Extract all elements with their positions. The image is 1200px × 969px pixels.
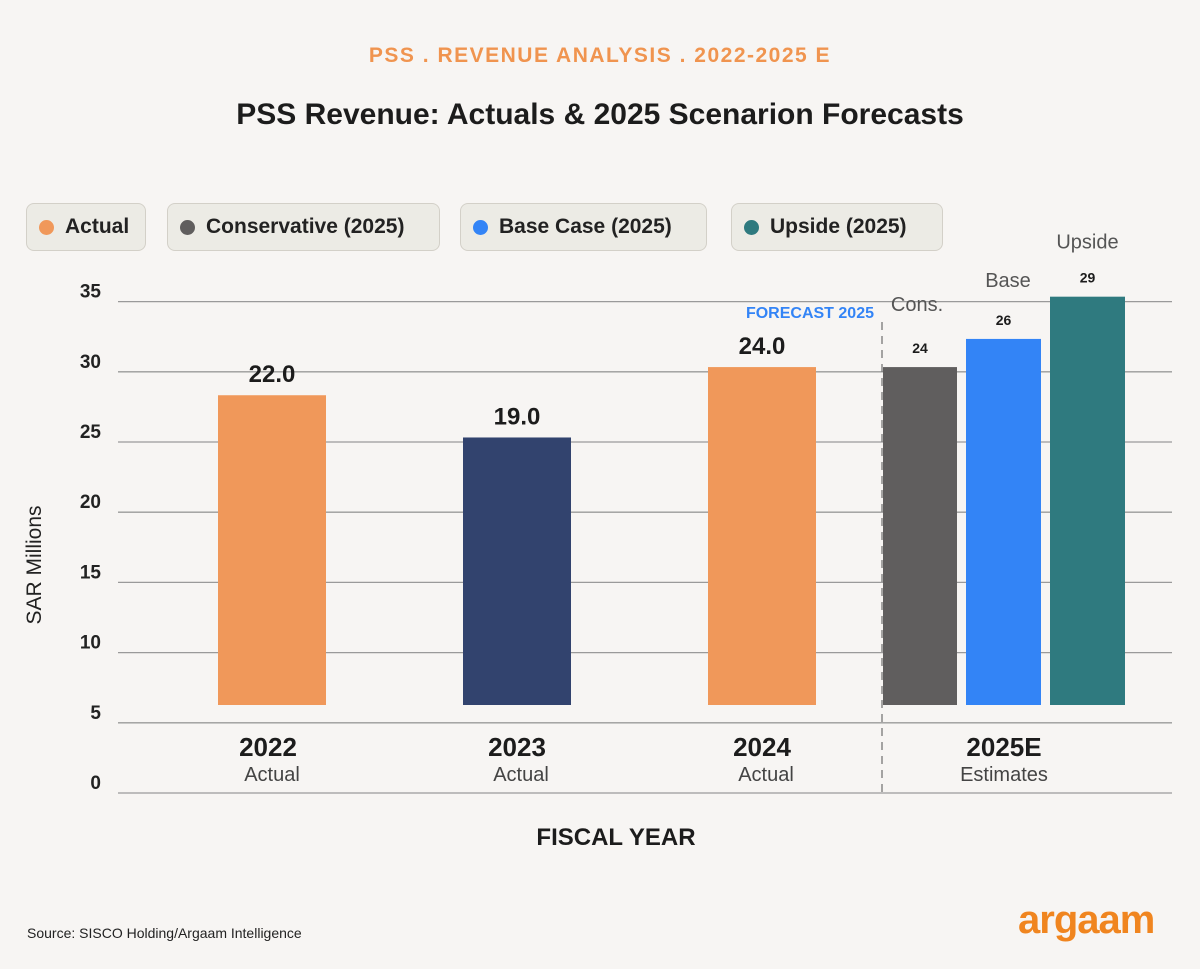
bar-value-label: 22.0 <box>249 361 296 388</box>
x-category-label: 2022 <box>239 732 297 762</box>
bar-value-label: 29 <box>1080 270 1096 286</box>
x-category-sublabel: Actual <box>493 764 549 786</box>
argaam-logo: argaam <box>1018 898 1155 942</box>
x-category-label: 2024 <box>733 732 791 762</box>
legend-label: Base Case (2025) <box>499 215 672 238</box>
y-tick-label: 5 <box>90 703 101 724</box>
bar-2024 <box>708 367 816 705</box>
bar-2025E-upside <box>1050 296 1125 705</box>
y-tick-label: 15 <box>80 562 102 583</box>
y-tick-label: 20 <box>80 492 101 513</box>
x-axis-label: FISCAL YEAR <box>536 824 695 851</box>
y-axis-label: SAR Millions <box>23 505 46 624</box>
bar-2023 <box>463 437 571 705</box>
forecast-annotation: FORECAST 2025 <box>746 305 874 322</box>
legend-dot-conservative <box>180 219 195 235</box>
y-tick-label: 25 <box>80 422 102 443</box>
bar-2025E-base <box>966 338 1041 705</box>
y-tick-label: 35 <box>80 282 102 303</box>
y-tick-label: 10 <box>80 633 101 654</box>
scenario-label: Cons. <box>891 294 943 316</box>
x-category-label: 2025E <box>966 732 1041 762</box>
source-note: Source: SISCO Holding/Argaam Intelligenc… <box>27 925 302 941</box>
x-category-sublabel: Actual <box>244 764 300 786</box>
bar-2022 <box>218 395 326 705</box>
bar-value-label: 26 <box>996 312 1012 328</box>
x-category-sublabel: Actual <box>738 764 794 786</box>
bar-2025E-cons <box>883 367 957 705</box>
legend-label: Upside (2025) <box>770 215 907 238</box>
y-tick-label: 30 <box>80 352 101 373</box>
bar-value-label: 19.0 <box>494 403 541 430</box>
legend-item-conservative: Conservative (2025) <box>167 203 440 251</box>
chart-title: PSS Revenue: Actuals & 2025 Scenarion Fo… <box>236 98 964 131</box>
scenario-label: Upside <box>1056 232 1118 254</box>
y-tick-label: 0 <box>90 773 101 794</box>
bar-value-label: 24 <box>912 340 928 356</box>
scenario-label: Base <box>985 270 1031 292</box>
legend-dot-upside <box>744 219 759 235</box>
legend-item-upside: Upside (2025) <box>731 203 943 251</box>
legend-item-base: Base Case (2025) <box>460 203 707 251</box>
bar-value-label: 24.0 <box>739 333 786 360</box>
x-category-sublabel: Estimates <box>960 764 1048 786</box>
legend-item-actual: Actual <box>26 203 146 251</box>
legend-label: Conservative (2025) <box>206 215 405 238</box>
x-category-label: 2023 <box>488 732 546 762</box>
legend-dot-actual <box>39 219 54 235</box>
chart-kicker: PSS . REVENUE ANALYSIS . 2022-2025 E <box>368 44 832 67</box>
legend-label: Actual <box>65 215 130 238</box>
legend-dot-base <box>473 219 488 235</box>
